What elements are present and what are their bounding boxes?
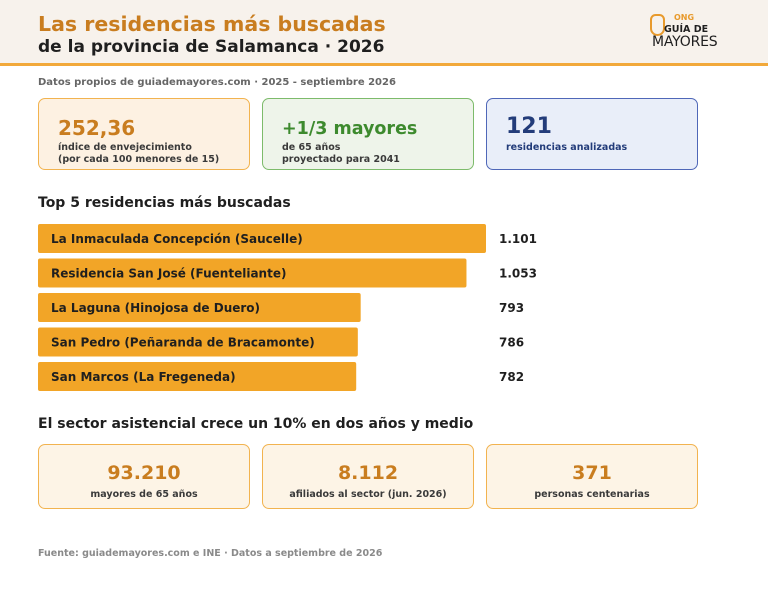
bar (38, 258, 467, 288)
kpi-card-projection: +1/3 mayores de 65 años proyectado para … (262, 98, 474, 170)
stat-card-affiliates: 8.112 afiliados al sector (jun. 2026) (262, 444, 474, 509)
bar-value-label: 793 (499, 301, 524, 315)
bar-value-label: 786 (499, 336, 524, 350)
kpi-value: 252,36 (58, 116, 136, 140)
stat-card-centenarians: 371 personas centenarias (486, 444, 698, 509)
bar-category-label: La Inmaculada Concepción (Saucelle) (51, 232, 303, 246)
kpi-caption: residencias analizadas (506, 142, 627, 154)
page-title: Las residencias más buscadas (38, 12, 386, 36)
logo-mark-icon (650, 14, 665, 36)
top5-section-title: Top 5 residencias más buscadas (38, 195, 291, 211)
bar-category-label: San Pedro (Peñaranda de Bracamonte) (51, 336, 315, 350)
stat-value: 8.112 (337, 462, 399, 484)
logo-ong: ONG (674, 13, 695, 22)
bar-category-label: Residencia San José (Fuenteliante) (51, 267, 286, 281)
kpi-caption-line: índice de envejecimiento (58, 142, 192, 153)
kpi-value: 121 (506, 114, 552, 139)
stat-value: 93.210 (107, 462, 181, 484)
logo-guia: GUÍA DE (664, 24, 709, 35)
bar-category-label: La Laguna (Hinojosa de Duero) (51, 301, 260, 315)
kpi-value: +1/3 mayores (282, 119, 418, 139)
kpi-caption-line: proyectado para 2041 (282, 154, 400, 165)
bar (38, 327, 358, 357)
logo: ONG GUÍA DE MAYORES (648, 12, 738, 52)
bar-value-label: 782 (499, 370, 524, 384)
footer-source: Fuente: guiademayores.com e INE · Datos … (38, 548, 383, 559)
kpi-caption: índice de envejecimiento (por cada 100 m… (58, 142, 219, 166)
data-source-note: Datos propios de guiademayores.com · 202… (38, 77, 396, 88)
kpi-card-aging-index: 252,36 índice de envejecimiento (por cad… (38, 98, 250, 170)
kpi-caption: de 65 años proyectado para 2041 (282, 142, 400, 166)
kpi-caption-line: de 65 años (282, 142, 341, 153)
page-subtitle: de la provincia de Salamanca · 2026 (38, 37, 385, 57)
stat-label: personas centenarias (534, 489, 650, 500)
logo-mayores: MAYORES (652, 34, 718, 50)
bar-value-label: 1.053 (499, 267, 537, 281)
kpi-caption-line: (por cada 100 menores de 15) (58, 154, 220, 165)
header: Las residencias más buscadas de la provi… (0, 0, 768, 66)
stat-label: afiliados al sector (jun. 2026) (289, 489, 447, 500)
bar-value-label: 1.101 (499, 232, 537, 246)
stat-label: mayores de 65 años (90, 489, 198, 500)
stat-value: 371 (572, 462, 612, 484)
bar (38, 362, 357, 391)
bar (38, 293, 361, 322)
sector-section-title: El sector asistencial crece un 10% en do… (38, 416, 474, 432)
kpi-caption-line: residencias analizadas (506, 142, 628, 153)
stat-card-seniors: 93.210 mayores de 65 años (38, 444, 250, 509)
bar-category-label: San Marcos (La Fregeneda) (51, 370, 236, 384)
bar (38, 224, 486, 253)
kpi-card-residences: 121 residencias analizadas (486, 98, 698, 170)
